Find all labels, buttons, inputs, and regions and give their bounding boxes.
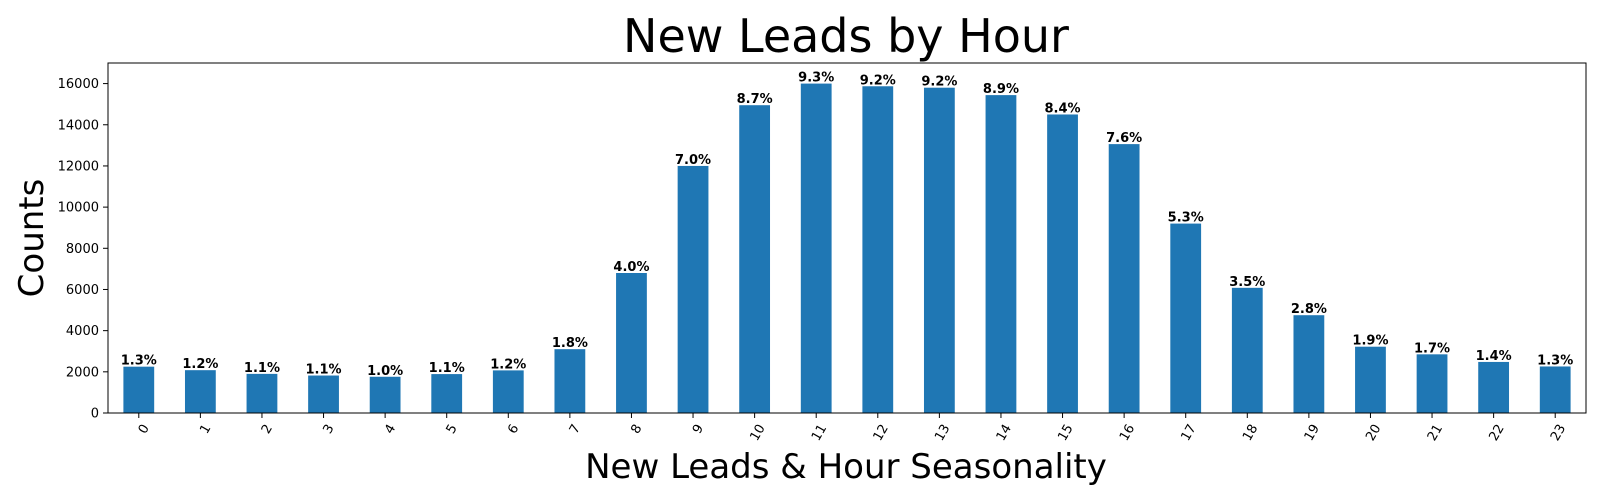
x-tick-label: 2 [259,422,276,437]
x-tick-label: 14 [994,422,1015,444]
y-tick-label: 8000 [66,242,99,257]
bar-hour-6 [492,370,524,413]
bar-hour-22 [1478,361,1510,413]
data-label-hour-18: 3.5% [1229,275,1265,290]
y-tick-label: 16000 [58,77,99,92]
y-axis-label: Counts [12,179,52,298]
bar-hour-16 [1108,144,1140,413]
x-tick-label: 4 [382,422,399,437]
x-tick-label: 7 [567,422,584,437]
data-label-hour-20: 1.9% [1352,334,1388,349]
x-tick-label: 5 [444,422,461,437]
plot-area-frame [107,62,1587,414]
x-tick-label: 15 [1055,422,1076,444]
bar-hour-13 [923,87,955,414]
y-tick-label: 14000 [58,118,99,133]
data-label-hour-1: 1.2% [182,357,218,372]
x-tick-label: 3 [320,422,337,437]
bar-hour-17 [1170,223,1202,413]
y-tick-label: 10000 [58,201,99,216]
x-tick-label: 19 [1302,422,1323,444]
data-labels-group: 1.3% 1.2% 1.1% 1.1% 1.0% 1.1% 1.2% 1.8% 4.0% 7.0%… [121,71,1573,379]
bar-hour-11 [800,83,832,414]
data-label-hour-21: 1.7% [1414,341,1450,356]
bar-hour-5 [431,374,463,413]
data-label-hour-2: 1.1% [244,361,280,376]
data-label-hour-15: 8.4% [1045,101,1081,116]
data-label-hour-11: 9.3% [798,71,834,86]
bar-hour-12 [862,86,894,413]
x-tick-label: 18 [1240,422,1261,444]
x-tick-label: 9 [690,422,707,437]
x-tick-label: 22 [1486,422,1507,444]
x-tick-label: 20 [1363,422,1384,444]
bar-hour-14 [985,95,1017,413]
bar-hour-2 [246,373,278,413]
x-tick-label: 16 [1117,422,1138,444]
data-label-hour-13: 9.2% [921,75,957,90]
x-tick-label: 21 [1425,422,1446,444]
bar-hour-0 [123,366,155,413]
data-label-hour-5: 1.1% [429,361,465,376]
data-label-hour-12: 9.2% [860,73,896,88]
data-label-hour-8: 4.0% [613,260,649,275]
y-tick-label: 12000 [58,159,99,174]
x-tick-label: 8 [628,422,645,437]
data-label-hour-17: 5.3% [1168,211,1204,226]
x-tick-label: 1 [197,422,214,437]
y-tick-label: 4000 [66,324,99,339]
x-tick-label: 11 [809,422,830,444]
bar-hour-15 [1047,114,1078,414]
x-tick-label: 12 [871,422,892,444]
x-tick-label: 0 [136,422,153,437]
y-tick-label: 6000 [66,283,99,298]
data-label-hour-14: 8.9% [983,82,1019,97]
data-label-hour-19: 2.8% [1291,302,1327,317]
data-label-hour-7: 1.8% [552,336,588,351]
data-label-hour-16: 7.6% [1106,131,1142,146]
bar-hour-3 [308,375,339,413]
x-tick-label: 17 [1179,422,1200,444]
bar-hour-21 [1416,354,1448,413]
x-axis-ticks: 0 1 2 3 4 5 6 7 8 9 10 11 12 13 14 15 16 17 18 19 20 21 22 23 [136,413,1569,444]
bar-hour-20 [1355,346,1386,413]
data-label-hour-4: 1.0% [367,364,403,379]
chart-title: New Leads by Hour [623,9,1069,63]
y-tick-label: 2000 [66,365,99,380]
data-label-hour-3: 1.1% [306,363,342,378]
bar-hour-19 [1293,315,1325,413]
data-label-hour-10: 8.7% [737,92,773,107]
data-label-hour-9: 7.0% [675,153,711,168]
x-tick-label: 13 [932,422,953,444]
data-label-hour-22: 1.4% [1476,349,1512,364]
y-axis-ticks: 0 2000 4000 6000 8000 10000 12000 14000 16000 [58,77,108,422]
bars-group [123,83,1571,414]
x-axis-label: New Leads & Hour Seasonality [585,447,1107,487]
bar-hour-4 [369,376,401,413]
bar-hour-8 [616,273,647,413]
bar-hour-10 [739,105,771,414]
x-tick-label: 23 [1548,422,1569,444]
bar-hour-9 [677,165,709,413]
bar-hour-18 [1231,287,1263,413]
x-tick-label: 10 [747,422,768,444]
x-tick-label: 6 [505,422,522,437]
data-label-hour-6: 1.2% [490,357,526,372]
data-label-hour-23: 1.3% [1537,353,1573,368]
bar-hour-23 [1539,366,1571,413]
data-label-hour-0: 1.3% [121,354,157,369]
y-tick-label: 0 [91,407,99,422]
bar-hour-1 [184,370,216,413]
bar-hour-7 [554,349,586,413]
